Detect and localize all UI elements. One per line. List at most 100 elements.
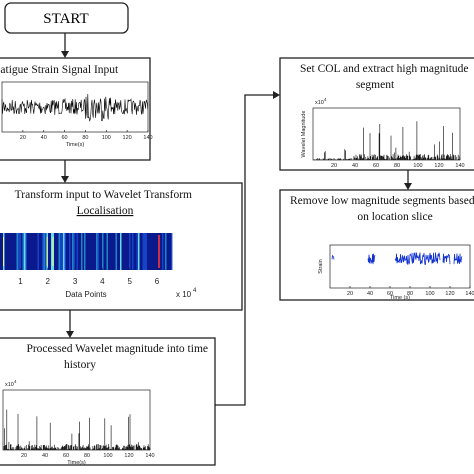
y-axis-label: Wavelet Magnitude <box>301 111 307 158</box>
heatmap-streak <box>22 233 24 270</box>
heatmap-streak <box>115 233 117 270</box>
heatmap-streak <box>24 233 26 270</box>
heatmap-streak <box>84 233 86 270</box>
arrow-head <box>61 51 69 58</box>
plot-frame <box>2 389 151 451</box>
heatmap-streak <box>171 233 173 270</box>
heatmap-streak <box>37 233 39 270</box>
x-tick-label: 1 <box>18 277 23 286</box>
step-title: Processed Wavelet magnitude into time <box>26 343 208 355</box>
x-axis-label: Data Points <box>65 290 106 299</box>
x-tick-label: 140 <box>143 135 152 141</box>
x-tick-label: 60 <box>63 453 69 459</box>
x-axis-label: Time(s) <box>66 142 85 148</box>
heatmap-streak <box>19 233 21 270</box>
x-tick-label: 40 <box>42 453 48 459</box>
x-tick-label: 80 <box>84 453 90 459</box>
step-box <box>0 337 216 466</box>
x-axis-label: Time(s) <box>67 460 86 466</box>
x-tick-label: 4 <box>100 277 105 286</box>
heatmap-streak <box>73 233 75 270</box>
x-tick-label: 3 <box>73 277 78 286</box>
plot-frame <box>329 244 471 289</box>
heatmap-streak <box>76 233 78 270</box>
x-tick-label: 80 <box>82 135 88 141</box>
x-tick-label: 80 <box>407 291 413 297</box>
heatmap-streak <box>129 233 131 270</box>
heatmap-streak <box>18 233 20 270</box>
x-tick-label: 60 <box>373 163 379 169</box>
heatmap-streak <box>158 235 160 268</box>
heatmap-streak <box>69 233 71 270</box>
step-title: Localisation <box>77 205 134 217</box>
x-tick-label: 100 <box>413 163 422 169</box>
connector <box>215 94 274 406</box>
heatmap-streak <box>96 233 98 270</box>
signal-trace <box>1 93 149 122</box>
heatmap-streak <box>145 233 147 270</box>
heatmap-streak <box>52 237 54 266</box>
x-axis-label: Time (s) <box>390 295 410 301</box>
x-tick-label: 40 <box>41 135 47 141</box>
step-title: segment <box>356 79 395 91</box>
x-tick-label: 100 <box>102 135 111 141</box>
heatmap-streak <box>58 233 60 270</box>
x-tick-label: 40 <box>352 163 358 169</box>
x-tick-label: 60 <box>62 135 68 141</box>
step-title: Fatigue Strain Signal Input <box>0 64 119 76</box>
heatmap-streak <box>61 233 63 270</box>
signal-trace <box>3 409 150 450</box>
signal-trace <box>367 253 376 265</box>
heatmap-streak <box>132 233 134 270</box>
x-tick-label: 20 <box>20 135 26 141</box>
heatmap-streak <box>142 233 144 270</box>
heatmap-streak <box>120 233 122 270</box>
arrow-head <box>61 176 69 183</box>
x-tick-label: 140 <box>465 291 474 297</box>
axis-scale-exp: 4 <box>193 288 197 294</box>
heatmap-streak <box>162 233 164 270</box>
start-node <box>4 2 129 34</box>
heatmap-streak <box>3 237 4 266</box>
heatmap-streak <box>64 233 66 270</box>
plot-frame <box>1 81 149 133</box>
axis-scale: x 10 <box>176 290 192 299</box>
heatmap-streak <box>16 233 18 270</box>
heatmap-streak <box>43 233 45 270</box>
x-tick-label: 100 <box>103 453 112 459</box>
plot-frame <box>312 107 461 161</box>
heatmap-streak <box>106 233 108 270</box>
heatmap-streak <box>51 233 53 270</box>
arrows <box>61 33 412 406</box>
heatmap-streak <box>144 233 146 270</box>
x-tick-label: 100 <box>425 291 434 297</box>
step-title: Transform input to Wavelet Transform <box>15 189 192 201</box>
heatmap-streak <box>136 233 138 270</box>
x-tick-label: 20 <box>21 453 27 459</box>
x-tick-label: 20 <box>331 163 337 169</box>
signal-trace <box>394 252 441 266</box>
step-box <box>279 57 474 171</box>
heatmap-streak <box>46 237 48 266</box>
x-tick-label: 120 <box>123 135 132 141</box>
x-tick-label: 2 <box>46 277 51 286</box>
x-tick-label: 80 <box>394 163 400 169</box>
step-title: history <box>64 359 96 371</box>
step-title: Set COL and extract high magnitude <box>300 63 469 75</box>
axis-scale: x10 <box>315 100 324 106</box>
heatmap-streak <box>102 233 104 270</box>
heatmap-streak <box>42 233 44 270</box>
heatmap-streak <box>60 233 62 270</box>
x-tick-label: 40 <box>367 291 373 297</box>
arrow-head <box>273 91 280 99</box>
heatmap-streak <box>72 233 74 270</box>
axis-scale: x10 <box>5 382 14 388</box>
x-tick-label: 60 <box>387 291 393 297</box>
start-label: START <box>43 11 88 27</box>
x-tick-label: 5 <box>127 277 132 286</box>
x-tick-label: 120 <box>434 163 443 169</box>
heatmap-streak <box>63 233 65 270</box>
heatmap-streak <box>81 233 83 270</box>
signal-trace <box>453 253 463 265</box>
